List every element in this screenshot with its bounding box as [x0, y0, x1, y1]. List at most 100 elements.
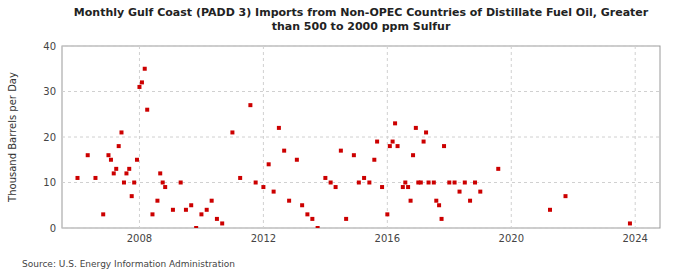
point	[468, 199, 472, 203]
point	[75, 176, 79, 180]
point	[440, 217, 444, 221]
point	[305, 212, 309, 216]
y-tick-label: 40	[43, 41, 56, 52]
point	[424, 130, 428, 134]
point	[496, 167, 500, 171]
point	[124, 171, 128, 175]
x-grid-line	[387, 46, 388, 228]
point	[329, 181, 333, 185]
point	[411, 153, 415, 157]
point	[388, 144, 392, 148]
point	[210, 199, 214, 203]
point	[132, 181, 136, 185]
point	[238, 176, 242, 180]
title-line: Monthly Gulf Coast (PADD 3) Imports from…	[74, 6, 649, 19]
point	[122, 181, 126, 185]
point	[267, 162, 271, 166]
point	[362, 176, 366, 180]
point	[158, 171, 162, 175]
x-grid-line	[635, 46, 636, 228]
point	[463, 181, 467, 185]
point	[406, 185, 410, 189]
point	[334, 185, 338, 189]
point	[171, 208, 175, 212]
point	[205, 208, 209, 212]
point	[109, 158, 113, 162]
point	[130, 194, 134, 198]
point	[230, 130, 234, 134]
point	[339, 149, 343, 153]
point	[401, 185, 405, 189]
point	[106, 153, 110, 157]
point	[261, 185, 265, 189]
points	[75, 67, 631, 228]
x-grid-line	[511, 46, 512, 228]
point	[117, 144, 121, 148]
x-tick-label: 2024	[622, 233, 647, 244]
point	[380, 185, 384, 189]
title-line: than 500 to 2000 ppm Sulfur	[272, 20, 451, 33]
y-tick-label: 30	[43, 86, 56, 97]
x-grid-line	[263, 46, 264, 228]
point	[179, 181, 183, 185]
point	[427, 181, 431, 185]
title: Monthly Gulf Coast (PADD 3) Imports from…	[74, 6, 649, 33]
point	[323, 176, 327, 180]
point	[143, 67, 147, 71]
point	[277, 126, 281, 130]
y-axis-label: Thousand Barrels per Day	[7, 72, 18, 203]
x-grid-line	[139, 46, 140, 228]
point	[409, 199, 413, 203]
point	[199, 212, 203, 216]
point	[548, 208, 552, 212]
y-tick-label: 10	[43, 177, 56, 188]
point	[453, 181, 457, 185]
x-tick-label: 2008	[127, 233, 152, 244]
point	[140, 80, 144, 84]
point	[114, 167, 118, 171]
point	[127, 167, 131, 171]
point	[215, 217, 219, 221]
point	[310, 217, 314, 221]
x-tick-label: 2016	[375, 233, 400, 244]
point	[422, 140, 426, 144]
point	[344, 217, 348, 221]
point	[220, 221, 224, 225]
point	[137, 85, 141, 89]
point	[357, 181, 361, 185]
point	[287, 199, 291, 203]
point	[248, 103, 252, 107]
point	[112, 171, 116, 175]
y-grid-line	[62, 91, 660, 92]
point	[396, 144, 400, 148]
point	[101, 212, 105, 216]
plot-frame	[62, 46, 660, 228]
point	[385, 212, 389, 216]
grid	[62, 46, 660, 228]
point	[282, 149, 286, 153]
point	[563, 194, 567, 198]
point	[442, 144, 446, 148]
point	[316, 226, 320, 228]
y-grid-line	[62, 182, 660, 183]
point	[434, 199, 438, 203]
point	[432, 181, 436, 185]
source-note: Source: U.S. Energy Information Administ…	[22, 259, 235, 269]
y-grid-line	[62, 137, 660, 138]
point	[403, 181, 407, 185]
point	[155, 199, 159, 203]
point	[447, 181, 451, 185]
point	[150, 212, 154, 216]
point	[272, 190, 276, 194]
point	[391, 140, 395, 144]
point	[145, 108, 149, 112]
point	[352, 153, 356, 157]
point	[372, 158, 376, 162]
chart: Monthly Gulf Coast (PADD 3) Imports from…	[0, 0, 675, 275]
point	[458, 190, 462, 194]
point	[194, 226, 198, 228]
point	[367, 181, 371, 185]
point	[414, 126, 418, 130]
point	[473, 181, 477, 185]
x-tick-label: 2020	[499, 233, 524, 244]
